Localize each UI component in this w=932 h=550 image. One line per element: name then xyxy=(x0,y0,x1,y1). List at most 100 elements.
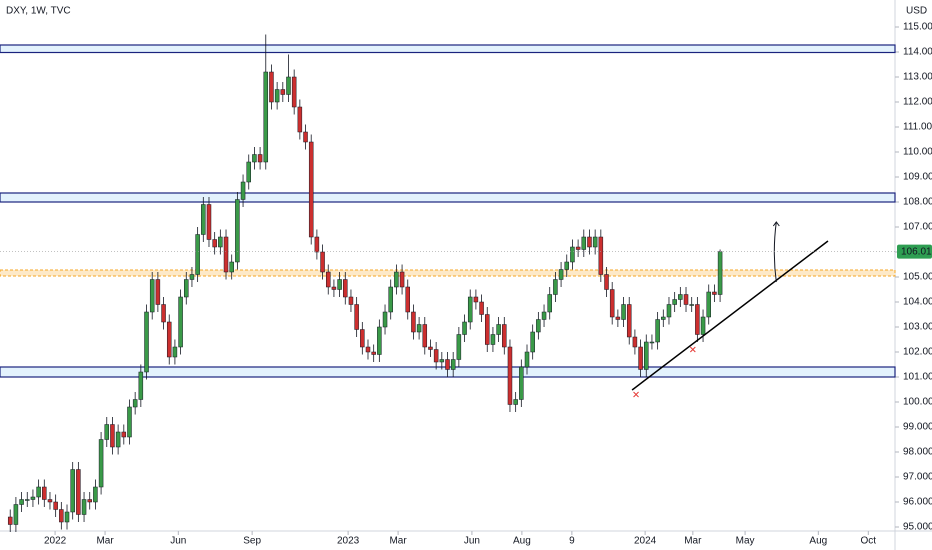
candle-body xyxy=(621,304,626,320)
candle-body xyxy=(93,486,98,503)
y-tick-label: 110.000 xyxy=(903,147,932,158)
candle-body xyxy=(382,311,388,328)
candle-body xyxy=(212,239,217,248)
candle-body xyxy=(695,304,700,335)
candle-body xyxy=(252,154,257,163)
zone xyxy=(0,44,896,54)
cross-mark xyxy=(689,346,696,353)
candle-body xyxy=(394,271,399,288)
candle-body xyxy=(36,486,41,498)
candle-body xyxy=(184,279,189,298)
candle-body xyxy=(644,341,649,370)
candle-body xyxy=(59,509,64,523)
candle-body xyxy=(604,274,609,290)
candle-body xyxy=(223,236,229,273)
x-tick-label: Mar xyxy=(389,536,407,547)
orange-zone xyxy=(0,269,896,277)
candle-body xyxy=(178,296,183,348)
candle-body xyxy=(291,76,297,108)
chart-title: DXY, 1W, TVC xyxy=(6,6,71,17)
candle-body xyxy=(127,406,132,438)
candle-body xyxy=(240,181,246,200)
candle-body xyxy=(30,496,36,500)
y-tick-label: 103.000 xyxy=(903,322,932,333)
x-tick-label: 2024 xyxy=(634,536,657,547)
candle-body xyxy=(450,359,456,370)
candle-body xyxy=(320,251,325,273)
candle-body xyxy=(47,499,53,503)
candle-body xyxy=(570,246,575,263)
y-tick-label: 96.000 xyxy=(903,497,932,508)
candle-body xyxy=(81,499,87,515)
candle-body xyxy=(666,304,672,318)
candle-body xyxy=(502,324,507,348)
candle-body xyxy=(615,316,621,320)
y-tick-label: 115.000 xyxy=(903,22,932,33)
candle-body xyxy=(507,346,513,405)
y-tick-label: 114.000 xyxy=(903,47,932,58)
candle-body xyxy=(547,294,552,313)
candle-body xyxy=(541,311,547,320)
x-tick-label: Jun xyxy=(464,536,480,547)
arrow xyxy=(772,221,780,283)
x-tick-label: Mar xyxy=(684,536,702,547)
trendline xyxy=(631,240,829,391)
candle-body xyxy=(689,304,694,306)
x-tick-label: 9 xyxy=(569,536,575,547)
candle-body xyxy=(649,341,655,344)
candle-body xyxy=(13,504,19,525)
candle-body xyxy=(87,499,92,503)
candle-body xyxy=(467,296,473,323)
candle-body xyxy=(428,346,433,350)
candle-body xyxy=(632,336,638,348)
candle-body xyxy=(445,359,450,370)
candle-body xyxy=(609,289,615,318)
candle-body xyxy=(558,269,564,280)
candle-body xyxy=(530,331,535,353)
candle-body xyxy=(42,486,47,500)
candle-body xyxy=(166,321,172,358)
candle-body xyxy=(280,89,286,95)
y-tick-label: 100.000 xyxy=(903,397,932,408)
candle-body xyxy=(490,334,496,345)
candle-body xyxy=(172,346,178,358)
y-tick-label: 108.000 xyxy=(903,197,932,208)
candle-body xyxy=(661,316,666,320)
candle-body xyxy=(308,141,314,238)
candle-body xyxy=(7,516,13,525)
candle-body xyxy=(76,469,81,515)
cross-mark xyxy=(633,391,639,398)
candle-body xyxy=(581,236,587,250)
candle-body xyxy=(587,236,592,248)
candle-body xyxy=(371,351,376,355)
candle-body xyxy=(155,279,161,305)
candle-body xyxy=(263,71,269,163)
candle-body xyxy=(365,346,371,353)
x-tick-label: 2023 xyxy=(337,536,360,547)
candle-body xyxy=(473,296,479,303)
candle-body xyxy=(575,246,581,250)
candle-body xyxy=(496,324,501,335)
candle-body xyxy=(626,304,632,338)
candle-body xyxy=(110,424,115,448)
candle-body xyxy=(433,349,439,363)
x-tick-label: 2022 xyxy=(44,536,67,547)
y-tick-label: 101.000 xyxy=(903,372,932,383)
x-tick-label: Oct xyxy=(861,536,877,547)
candle-body xyxy=(519,366,524,400)
y-tick-label: 97.000 xyxy=(903,472,932,483)
candle-body xyxy=(399,271,405,288)
candle-body xyxy=(195,234,200,275)
candle-body xyxy=(297,106,303,133)
candle-body xyxy=(138,371,144,400)
candle-body xyxy=(235,199,240,263)
candle-body xyxy=(274,89,280,103)
candle-body xyxy=(706,291,711,318)
candle-body xyxy=(229,261,234,273)
y-tick-label: 105.000 xyxy=(903,272,932,283)
candle-body xyxy=(303,131,308,143)
candle-body xyxy=(485,314,490,345)
currency-label: USD xyxy=(906,6,927,17)
y-tick-label: 112.000 xyxy=(903,97,932,108)
candle-body xyxy=(325,271,331,288)
